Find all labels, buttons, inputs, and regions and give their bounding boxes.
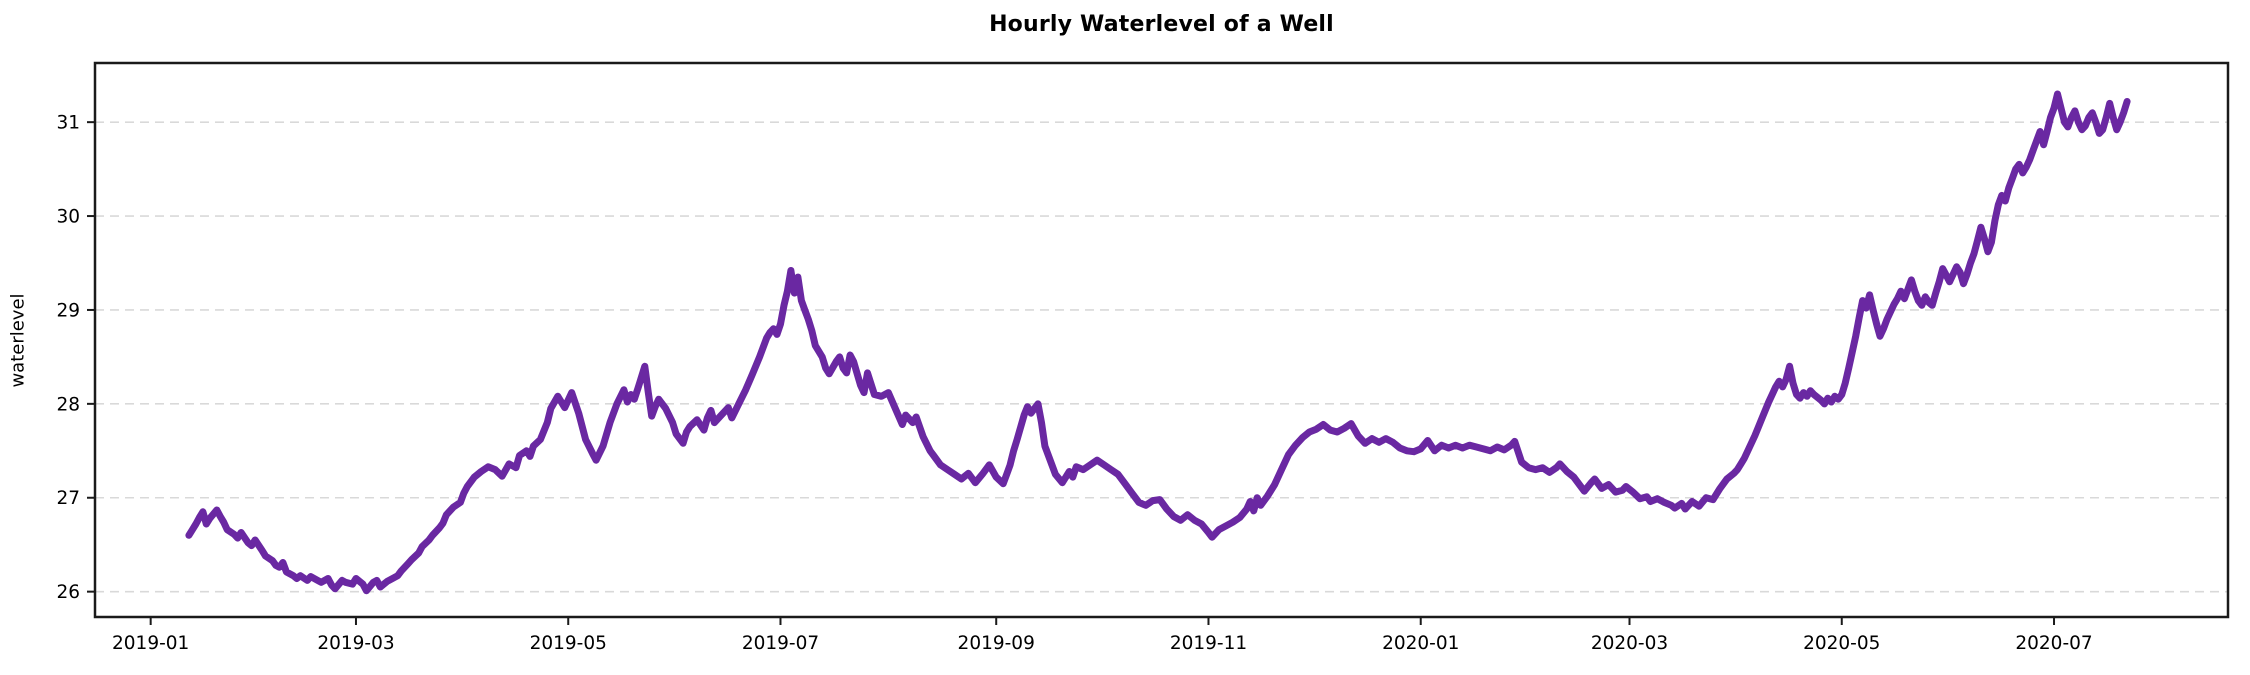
- plot-frame: [93, 61, 2230, 619]
- x-tick-label: 2019-11: [1170, 633, 1247, 654]
- chart-title: Hourly Waterlevel of a Well: [989, 12, 1334, 37]
- y-axis-label: waterlevel: [7, 293, 29, 388]
- x-tick-label: 2019-01: [112, 633, 189, 654]
- series-line-waterlevel: [185, 90, 2131, 595]
- y-tick-label: 29: [56, 300, 80, 321]
- x-tick-label: 2020-01: [1382, 633, 1459, 654]
- y-tick-label: 31: [56, 113, 80, 134]
- y-tick-label: 27: [56, 488, 80, 509]
- y-tick-label: 30: [56, 207, 80, 228]
- y-tick-label: 28: [56, 394, 80, 415]
- x-tick-label: 2020-05: [1803, 633, 1880, 654]
- y-tick-label: 26: [56, 582, 80, 603]
- x-tick-label: 2020-07: [2015, 633, 2092, 654]
- x-tick-label: 2019-09: [958, 633, 1035, 654]
- x-tick-label: 2019-03: [317, 633, 394, 654]
- x-tick-label: 2019-07: [742, 633, 819, 654]
- x-tick-label: 2019-05: [530, 633, 607, 654]
- x-tick-label: 2020-03: [1591, 633, 1668, 654]
